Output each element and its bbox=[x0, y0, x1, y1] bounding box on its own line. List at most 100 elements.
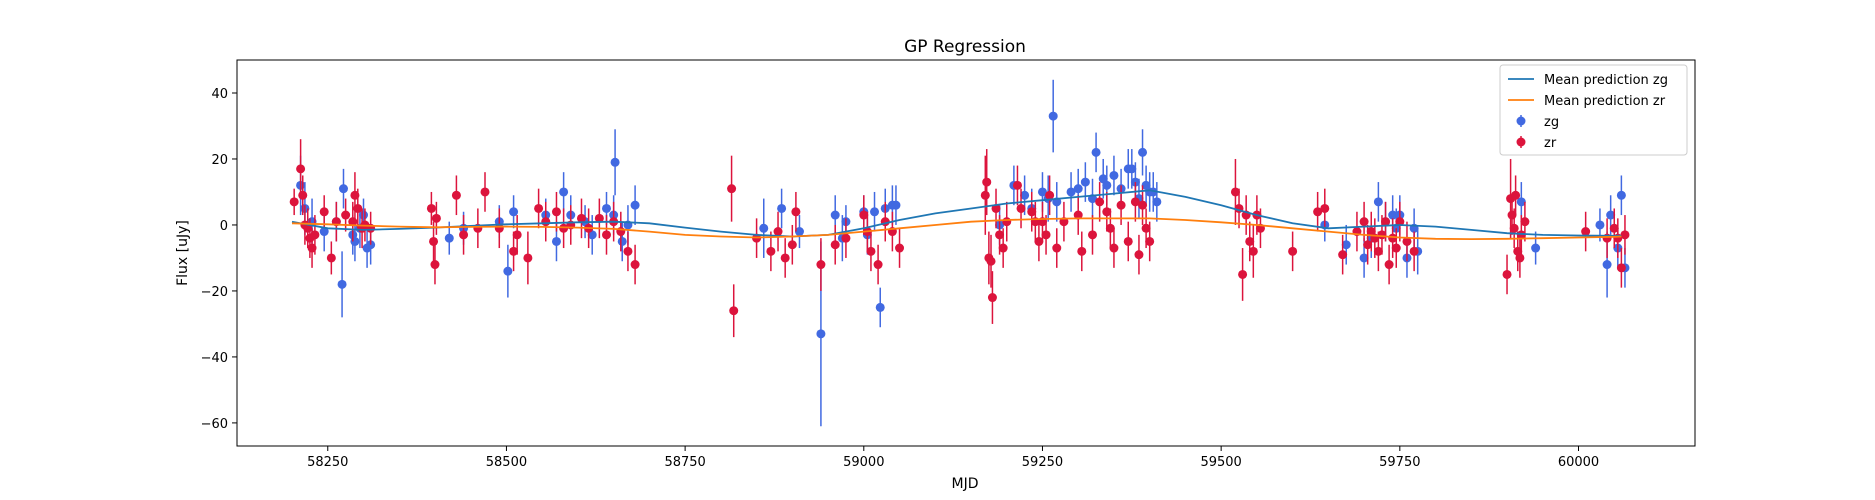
point-zr-70 bbox=[1012, 180, 1022, 190]
point-zr-51 bbox=[816, 260, 826, 270]
mean-line-0 bbox=[291, 189, 1622, 238]
point-zg-88 bbox=[1616, 190, 1626, 200]
point-zr-49 bbox=[787, 240, 797, 250]
point-zr-129 bbox=[1581, 227, 1591, 237]
point-zg-34 bbox=[830, 210, 840, 220]
point-zg-6 bbox=[338, 184, 348, 194]
point-zr-123 bbox=[1509, 223, 1519, 233]
point-zg-85 bbox=[1602, 260, 1612, 270]
point-zg-32 bbox=[794, 227, 804, 237]
point-zr-54 bbox=[859, 210, 869, 220]
point-zr-77 bbox=[1045, 190, 1055, 200]
point-zr-81 bbox=[1077, 246, 1087, 256]
point-zg-84 bbox=[1595, 220, 1605, 230]
point-zg-43 bbox=[891, 200, 901, 210]
point-zg-86 bbox=[1606, 210, 1616, 220]
point-zr-44 bbox=[729, 306, 739, 316]
point-zr-27 bbox=[509, 246, 519, 256]
point-zr-2 bbox=[298, 190, 308, 200]
point-zr-83 bbox=[1095, 197, 1105, 207]
x-tick-label-6: 59750 bbox=[1379, 455, 1420, 470]
point-zr-134 bbox=[1620, 230, 1630, 240]
point-zr-50 bbox=[791, 207, 801, 217]
x-tick-label-7: 60000 bbox=[1558, 455, 1599, 470]
point-zg-16 bbox=[503, 266, 513, 276]
point-zr-25 bbox=[480, 187, 490, 197]
point-zr-116 bbox=[1391, 243, 1401, 253]
point-zg-52 bbox=[1066, 187, 1076, 197]
point-zr-76 bbox=[1041, 230, 1051, 240]
point-zg-65 bbox=[1138, 147, 1148, 157]
point-zr-43 bbox=[727, 184, 737, 194]
point-zg-59 bbox=[1109, 170, 1119, 180]
point-zr-94 bbox=[1230, 187, 1240, 197]
point-zr-41 bbox=[623, 246, 633, 256]
point-zg-23 bbox=[587, 230, 597, 240]
point-zr-67 bbox=[995, 230, 1005, 240]
point-zr-108 bbox=[1363, 240, 1373, 250]
point-zr-57 bbox=[873, 260, 883, 270]
point-zg-72 bbox=[1359, 253, 1369, 263]
point-zg-40 bbox=[875, 302, 885, 312]
point-zr-104 bbox=[1320, 203, 1330, 213]
point-zg-3 bbox=[319, 227, 329, 237]
y-tick-label-1: −40 bbox=[201, 351, 228, 366]
point-zr-105 bbox=[1338, 250, 1348, 260]
point-zg-54 bbox=[1080, 177, 1090, 187]
axes-frame bbox=[236, 59, 1696, 447]
point-zr-0 bbox=[289, 197, 299, 207]
point-zg-33 bbox=[816, 329, 826, 339]
point-zr-93 bbox=[1145, 236, 1155, 246]
y-tick-label-2: −20 bbox=[201, 285, 228, 300]
point-zr-128 bbox=[1520, 217, 1530, 227]
point-zr-96 bbox=[1238, 269, 1248, 279]
point-zr-62 bbox=[982, 177, 992, 187]
point-zr-84 bbox=[1102, 207, 1112, 217]
point-zg-19 bbox=[551, 236, 561, 246]
x-tick-label-0: 58250 bbox=[307, 455, 348, 470]
point-zg-8 bbox=[350, 236, 360, 246]
point-zr-109 bbox=[1366, 227, 1376, 237]
point-zr-56 bbox=[866, 246, 876, 256]
point-zr-22 bbox=[451, 190, 461, 200]
point-zg-20 bbox=[559, 187, 569, 197]
point-zr-113 bbox=[1381, 217, 1391, 227]
point-zr-28 bbox=[512, 230, 522, 240]
point-zg-71 bbox=[1341, 240, 1351, 250]
point-zr-107 bbox=[1359, 217, 1369, 227]
legend-label-0: Mean prediction zg bbox=[1544, 73, 1668, 88]
point-zg-46 bbox=[1020, 190, 1030, 200]
point-zr-74 bbox=[1034, 236, 1044, 246]
x-tick-label-1: 58500 bbox=[486, 455, 527, 470]
x-tick-label-4: 59250 bbox=[1022, 455, 1063, 470]
point-zr-47 bbox=[773, 227, 783, 237]
legend-box bbox=[1499, 64, 1688, 156]
point-zr-32 bbox=[551, 207, 561, 217]
point-zg-82 bbox=[1516, 197, 1526, 207]
point-zr-69 bbox=[1002, 217, 1012, 227]
point-zg-13 bbox=[444, 233, 454, 243]
point-zg-27 bbox=[617, 236, 627, 246]
point-zr-124 bbox=[1511, 190, 1521, 200]
legend-marker-zr bbox=[1516, 137, 1526, 147]
point-zr-82 bbox=[1088, 230, 1098, 240]
point-zr-8 bbox=[319, 207, 329, 217]
point-zr-119 bbox=[1409, 246, 1419, 256]
point-zr-114 bbox=[1384, 260, 1394, 270]
point-zr-91 bbox=[1138, 200, 1148, 210]
point-zg-74 bbox=[1373, 197, 1383, 207]
point-zr-35 bbox=[576, 213, 586, 223]
point-zg-53 bbox=[1073, 184, 1083, 194]
y-axis-label: Flux [uJy] bbox=[175, 220, 191, 286]
point-zg-48 bbox=[1037, 187, 1047, 197]
point-zr-87 bbox=[1116, 200, 1126, 210]
point-zr-37 bbox=[594, 213, 604, 223]
point-zr-127 bbox=[1516, 230, 1526, 240]
point-zr-60 bbox=[895, 243, 905, 253]
point-zr-102 bbox=[1288, 246, 1298, 256]
mean-line-1 bbox=[291, 217, 1622, 241]
point-zg-10 bbox=[359, 210, 369, 220]
point-zr-120 bbox=[1502, 269, 1512, 279]
point-zr-111 bbox=[1373, 246, 1383, 256]
